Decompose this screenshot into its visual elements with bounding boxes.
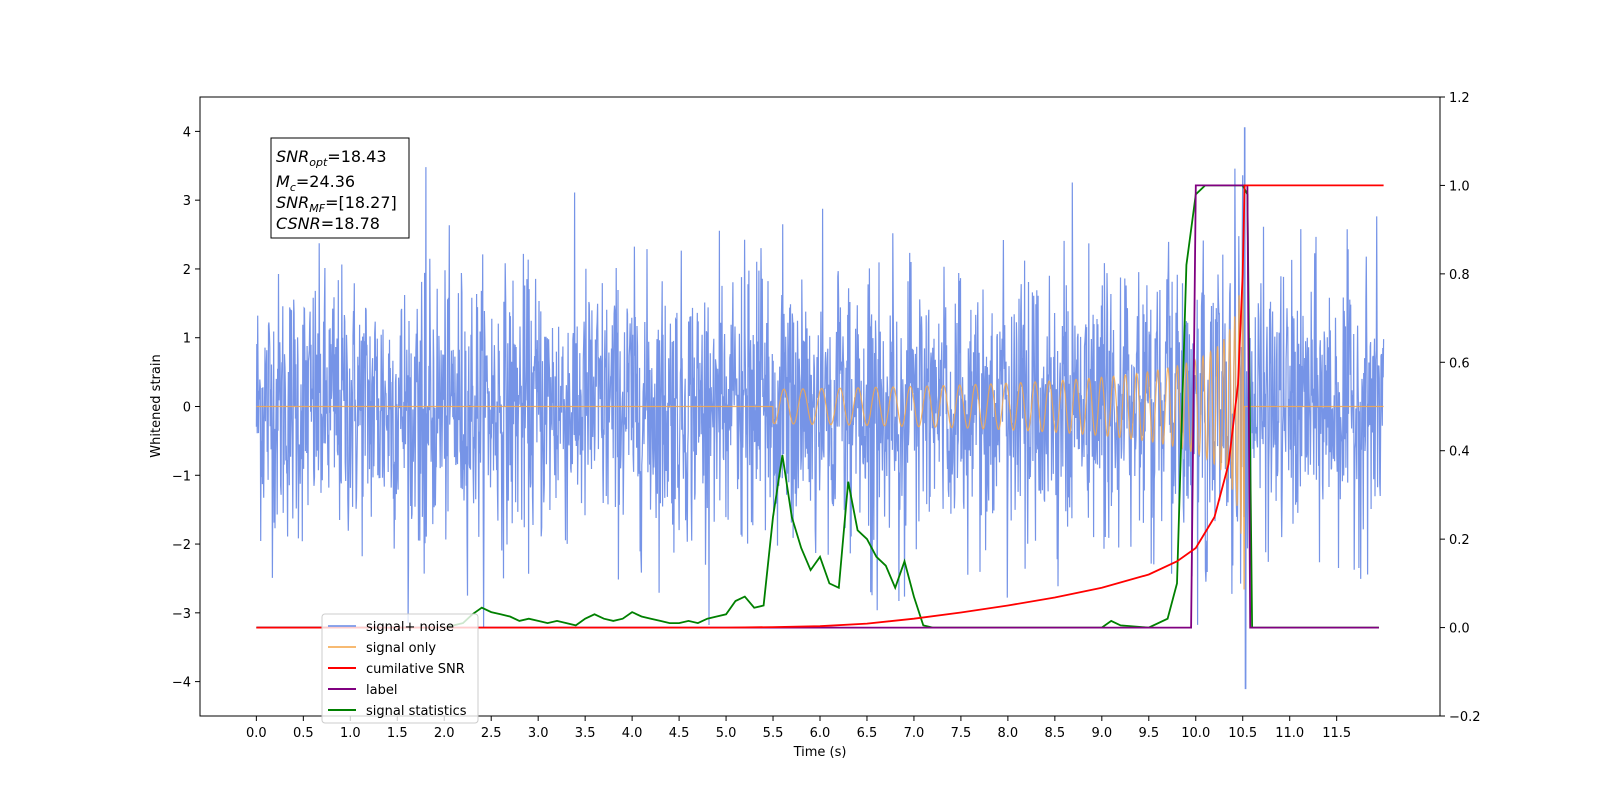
y2-axis-ticks: 1.2 1.0 0.8 0.6 0.4 0.2 0.0 −0.2: [1440, 91, 1481, 725]
x-tick-label: 9.0: [1091, 726, 1112, 741]
x-tick-label: 11.5: [1322, 726, 1351, 741]
x-tick-label: 10.0: [1181, 726, 1210, 741]
snr-annotation-box: SNRopt=18.43 Mc=24.36 SNRMF=[18.27] CSNR…: [270, 137, 410, 239]
svg-text:SNRMF=[18.27]: SNRMF=[18.27]: [276, 193, 397, 215]
y-tick-label: 3: [183, 194, 191, 209]
svg-text:SNRopt=18.43: SNRopt=18.43: [276, 147, 387, 169]
legend-entry-label: signal only: [366, 641, 436, 656]
x-axis-label: Time (s): [793, 745, 847, 760]
x-tick-label: 2.0: [434, 726, 455, 741]
x-tick-label: 6.5: [857, 726, 878, 741]
y-tick-label: 1: [183, 332, 191, 347]
legend-entry-label: signal+ noise: [366, 620, 454, 635]
x-tick-label: 0.0: [246, 726, 267, 741]
y-tick-label: 0: [183, 401, 191, 416]
y-axis-label: Whitened strain: [149, 354, 164, 457]
x-tick-label: 2.5: [481, 726, 502, 741]
x-tick-label: 6.0: [810, 726, 831, 741]
x-tick-label: 1.0: [340, 726, 361, 741]
legend-entry-label: label: [366, 683, 397, 698]
y-tick-label: 4: [183, 125, 191, 140]
series-signal-statistics: [256, 184, 1379, 629]
x-tick-label: 4.0: [622, 726, 643, 741]
y-axis-ticks: 4 3 2 1 0 −1 −2 −3 −4: [172, 125, 200, 691]
x-tick-label: 11.0: [1275, 726, 1304, 741]
x-tick-label: 8.0: [998, 726, 1019, 741]
x-tick-label: 7.5: [951, 726, 972, 741]
y2-tick-label: 1.2: [1449, 91, 1470, 106]
y-tick-label: 2: [183, 263, 191, 278]
y2-tick-label: −0.2: [1449, 710, 1481, 725]
y2-tick-label: 0.6: [1449, 356, 1470, 371]
y-tick-label: −4: [172, 676, 191, 691]
x-tick-label: 0.5: [293, 726, 314, 741]
snr-opt-value: =18.43: [327, 147, 386, 166]
legend-entry-label: signal statistics: [366, 704, 467, 719]
mc-value: =24.36: [296, 172, 355, 191]
x-tick-label: 9.5: [1138, 726, 1159, 741]
y2-tick-label: 0.8: [1449, 268, 1470, 283]
x-tick-label: 5.5: [763, 726, 784, 741]
series-cumulative-snr: [256, 184, 1384, 629]
x-tick-label: 1.5: [387, 726, 408, 741]
x-tick-label: 8.5: [1045, 726, 1066, 741]
snr-mf-value: =[18.27]: [325, 193, 397, 212]
x-axis-ticks: 0.0 0.5 1.0 1.5 2.0 2.5 3.0 3.5 4.0 4.5 5.0 5.5 6.0 6…: [246, 716, 1351, 741]
y-tick-label: −3: [172, 607, 191, 622]
svg-text:Mc=24.36: Mc=24.36: [276, 172, 355, 194]
csnr-value: =18.78: [321, 214, 380, 233]
x-tick-label: 3.0: [528, 726, 549, 741]
series-signal-only: [256, 257, 1384, 590]
y2-tick-label: 0.4: [1449, 445, 1470, 460]
x-tick-label: 5.0: [716, 726, 737, 741]
x-tick-label: 7.0: [904, 726, 925, 741]
y2-tick-label: 0.2: [1449, 533, 1470, 548]
series-signal-noise: [255, 127, 1385, 690]
y2-tick-label: 0.0: [1449, 622, 1470, 637]
x-tick-label: 10.5: [1228, 726, 1257, 741]
x-tick-label: 3.5: [575, 726, 596, 741]
y-tick-label: −2: [172, 538, 191, 553]
svg-text:CSNR=18.78: CSNR=18.78: [276, 214, 380, 233]
y2-tick-label: 1.0: [1449, 179, 1470, 194]
legend: signal+ noise signal only cumilative SNR la…: [321, 613, 479, 724]
plot-area: [255, 127, 1385, 690]
series-label: [256, 184, 1379, 629]
y-tick-label: −1: [172, 469, 191, 484]
x-tick-label: 4.5: [669, 726, 690, 741]
legend-entry-label: cumilative SNR: [366, 662, 465, 677]
